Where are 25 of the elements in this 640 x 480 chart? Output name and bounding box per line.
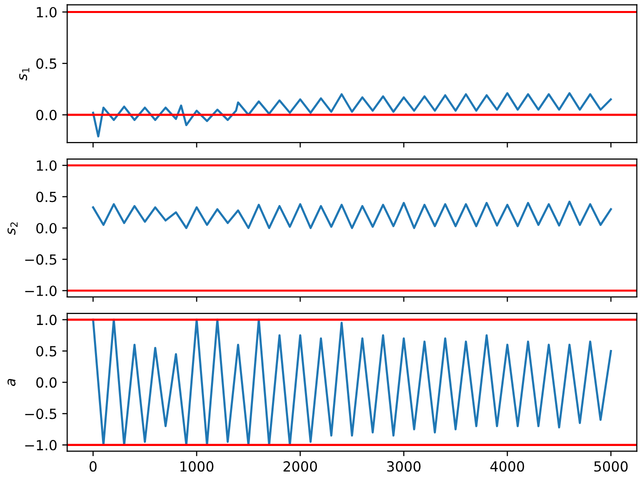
y-tick-label: 0.5 — [36, 58, 56, 69]
line-series — [92, 318, 612, 446]
y-tick-label: 0.0 — [36, 377, 57, 388]
x-tick-label: 2000 — [284, 461, 317, 472]
y-tick-label: −0.5 — [25, 254, 56, 265]
y-tick-label: 0.5 — [36, 346, 56, 356]
y-axis-title: s$_{1}$ — [19, 68, 30, 81]
y-tick-label: −1.0 — [25, 286, 57, 296]
y-tick-label: 1.0 — [36, 160, 57, 171]
y-tick-label: −1.0 — [25, 440, 57, 450]
y-tick-label: −0.5 — [25, 408, 56, 420]
y-axis-title: s$_{2}$ — [8, 222, 18, 235]
line-series — [92, 200, 612, 230]
y-tick-label: 0.0 — [36, 222, 57, 234]
y-axis-title: a — [8, 378, 16, 386]
x-tick-label: 3000 — [387, 461, 421, 472]
x-tick-label: 5000 — [594, 461, 628, 472]
y-tick-label: 1.0 — [36, 314, 57, 326]
x-tick-label: 4000 — [490, 461, 524, 472]
line-series — [92, 92, 612, 138]
y-tick-label: 0.5 — [36, 192, 56, 202]
y-tick-label: 1.0 — [36, 6, 57, 18]
x-tick-label: 1000 — [180, 461, 214, 472]
y-tick-label: 0.0 — [36, 110, 57, 120]
x-tick-label: 0 — [90, 461, 97, 472]
